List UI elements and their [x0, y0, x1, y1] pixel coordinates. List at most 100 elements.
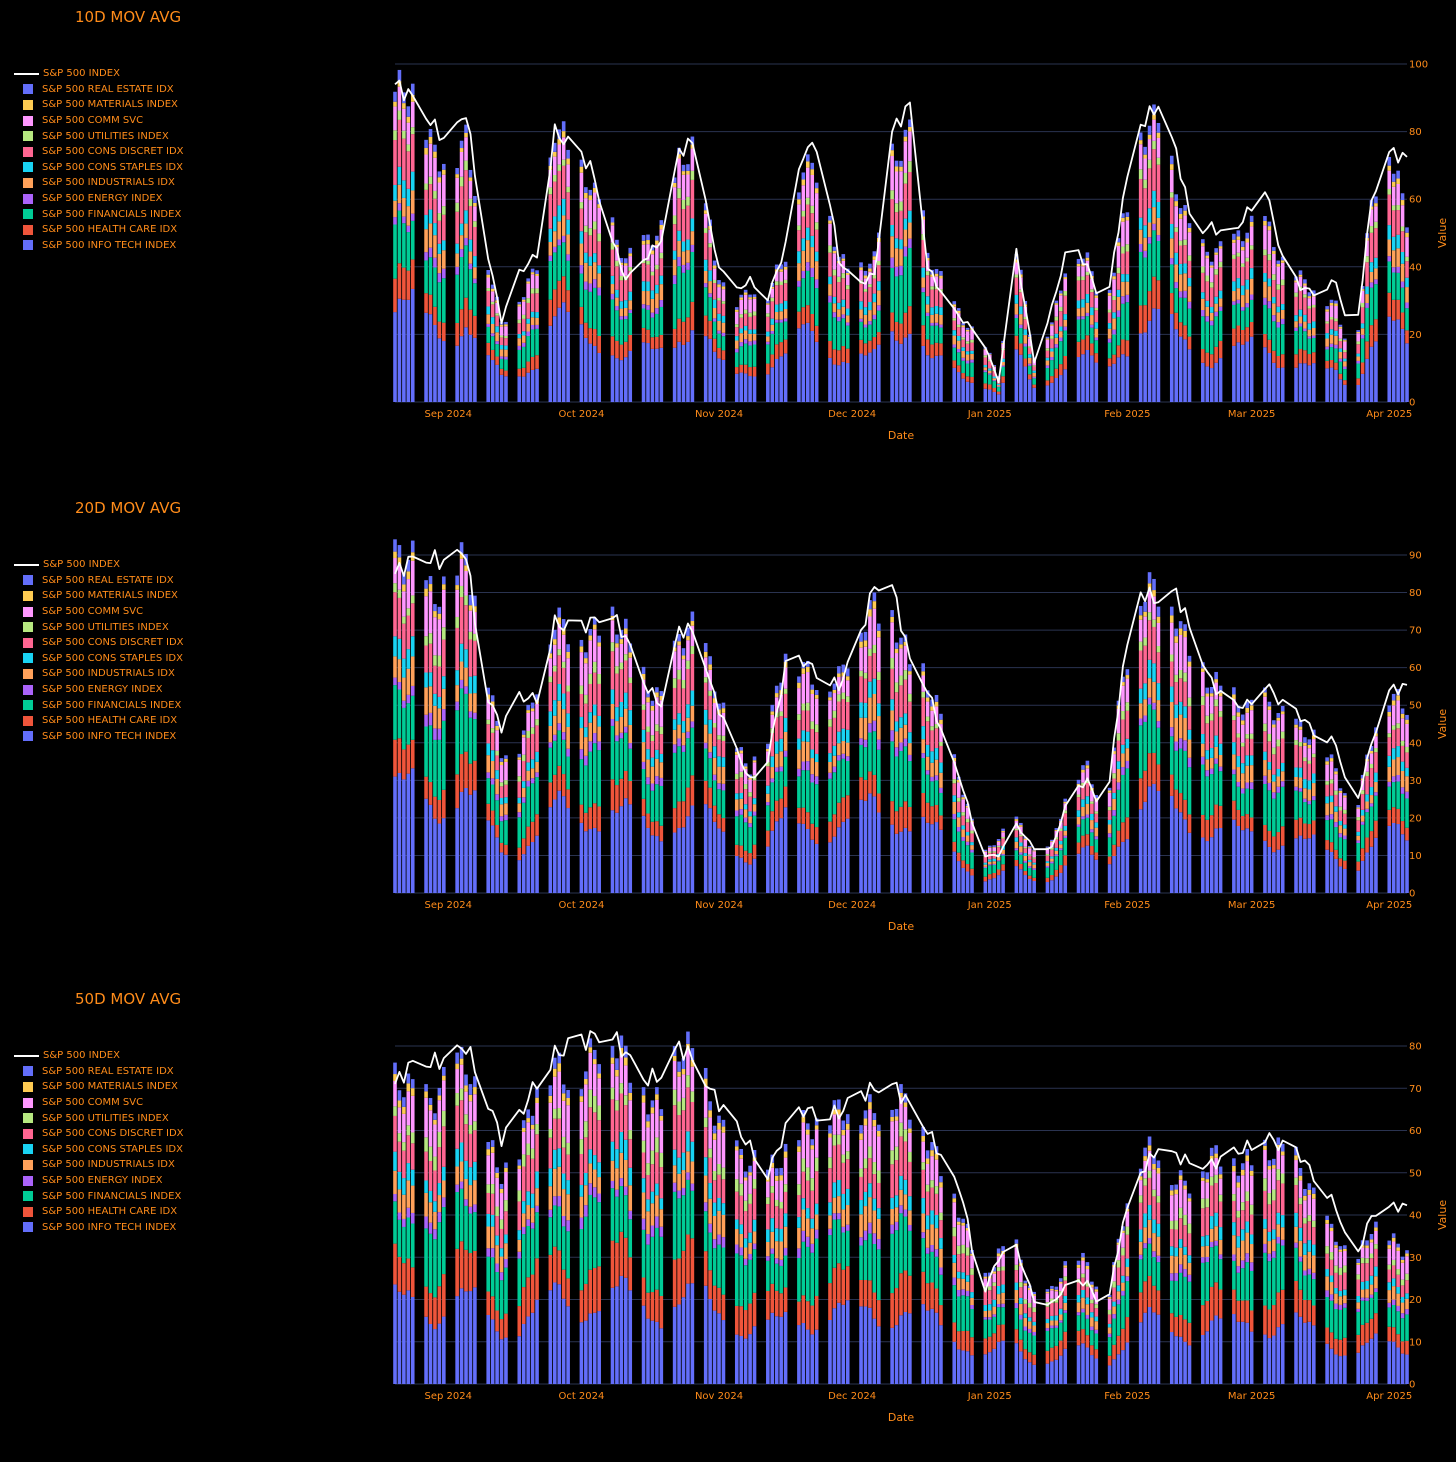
bar-segment	[797, 204, 801, 225]
bar-segment	[939, 307, 943, 315]
bar-segment	[930, 824, 934, 893]
bar-segment	[562, 302, 566, 402]
bar-segment	[393, 1063, 397, 1074]
bar-segment	[562, 635, 566, 662]
bar-segment	[517, 1169, 521, 1191]
bar-segment	[1272, 852, 1276, 893]
bar-segment	[952, 344, 956, 347]
bar-segment	[495, 770, 499, 779]
bar-segment	[806, 1130, 810, 1135]
bar-segment	[500, 765, 504, 782]
bar-segment	[646, 291, 650, 305]
bar-segment	[460, 186, 464, 223]
bar-segment	[864, 1158, 868, 1168]
bar-segment	[930, 781, 934, 806]
bar-segment	[1396, 728, 1400, 746]
bar-segment	[1232, 720, 1236, 742]
bar-segment	[642, 304, 646, 308]
bar-segment	[1143, 159, 1147, 180]
bar-segment	[1241, 307, 1245, 311]
bar-segment	[660, 1153, 664, 1167]
bar-segment	[899, 202, 903, 211]
bar-segment	[1343, 861, 1347, 869]
bar-segment	[1343, 825, 1347, 829]
bar-segment	[526, 731, 530, 738]
bar-segment	[708, 321, 712, 339]
bar-segment	[748, 334, 752, 342]
bar-segment	[1112, 312, 1116, 318]
bar-segment	[597, 353, 601, 402]
bar-segment	[407, 300, 411, 402]
bar-segment	[1028, 868, 1032, 876]
bar-segment	[486, 1315, 490, 1384]
bar-segment	[460, 1143, 464, 1162]
bar-segment	[442, 590, 446, 628]
bar-segment	[1210, 262, 1214, 266]
bar-segment	[846, 1225, 850, 1231]
bar-segment	[584, 658, 588, 663]
bar-segment	[957, 827, 961, 832]
bar-segment	[1245, 766, 1249, 783]
bar-segment	[620, 1232, 624, 1276]
bar-segment	[1343, 869, 1347, 893]
bar-segment	[1019, 1351, 1023, 1384]
bar-segment	[766, 364, 770, 375]
bar-segment	[442, 721, 446, 790]
bar-segment	[1179, 812, 1183, 893]
bar-segment	[908, 761, 912, 807]
bar-segment	[1356, 354, 1360, 357]
bar-segment	[842, 729, 846, 741]
bar-segment	[873, 319, 877, 337]
bar-segment	[593, 803, 597, 828]
bar-segment	[846, 1114, 850, 1124]
bar-segment	[1245, 262, 1249, 280]
bar-segment	[433, 604, 437, 611]
bar-segment	[908, 1231, 912, 1276]
bar-segment	[655, 337, 659, 349]
bar-segment	[1174, 682, 1178, 705]
bar-segment	[744, 339, 748, 343]
bar-segment	[424, 1152, 428, 1181]
bar-segment	[833, 767, 837, 773]
bar-segment	[846, 819, 850, 893]
bar-segment	[486, 306, 490, 314]
bar-segment	[921, 663, 925, 671]
bar-segment	[877, 281, 881, 290]
bar-segment	[1086, 350, 1090, 402]
bar-segment	[908, 1313, 912, 1384]
bar-segment	[802, 1242, 806, 1296]
bar-segment	[992, 1317, 996, 1333]
bar-segment	[429, 591, 433, 633]
bar-segment	[984, 1273, 988, 1277]
bar-segment	[868, 1234, 872, 1281]
bar-segment	[611, 1241, 615, 1288]
bar-segment	[1370, 803, 1374, 806]
bar-segment	[713, 1140, 717, 1171]
bar-segment	[682, 1069, 686, 1074]
bar-segment	[961, 829, 965, 837]
bar-segment	[797, 192, 801, 199]
bar-segment	[442, 206, 446, 215]
bar-segment	[828, 216, 832, 221]
bar-segment	[504, 326, 508, 336]
bar-segment	[828, 1229, 832, 1235]
bar-segment	[504, 803, 508, 815]
bar-segment	[1214, 248, 1218, 252]
bar-segment	[1086, 761, 1090, 766]
bar-segment	[1219, 249, 1223, 262]
bar-segment	[935, 728, 939, 748]
bar-segment	[517, 760, 521, 776]
bar-segment	[722, 360, 726, 402]
bar-segment	[1250, 268, 1254, 279]
bar-segment	[473, 790, 477, 893]
bar-segment	[828, 1168, 832, 1202]
bar-segment	[1219, 262, 1223, 267]
bar-segment	[895, 721, 899, 731]
bar-segment	[1268, 254, 1272, 260]
bar-segment	[1121, 686, 1125, 711]
bar-segment	[744, 373, 748, 402]
bar-segment	[1001, 1307, 1005, 1324]
bar-segment	[673, 833, 677, 893]
bar-segment	[810, 169, 814, 175]
bar-segment	[646, 1234, 650, 1245]
